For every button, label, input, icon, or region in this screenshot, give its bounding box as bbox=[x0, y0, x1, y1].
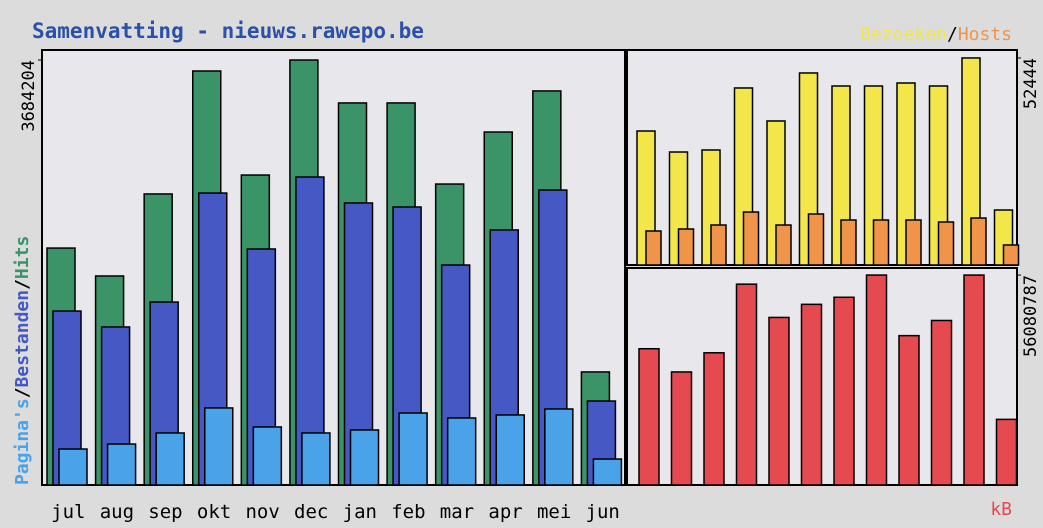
bar bbox=[252, 426, 283, 486]
bar bbox=[807, 213, 825, 266]
bar bbox=[905, 219, 922, 266]
legend: Pagina's/Bestanden/Hits bbox=[12, 236, 33, 485]
bar bbox=[995, 418, 1018, 486]
bar bbox=[592, 458, 623, 486]
x-tick-label: mei bbox=[537, 501, 571, 523]
bar bbox=[645, 230, 662, 266]
bar bbox=[638, 347, 660, 486]
bar bbox=[703, 352, 725, 486]
x-tick-label: sep bbox=[148, 501, 182, 523]
bar bbox=[970, 217, 987, 266]
x-tick-label: jun bbox=[586, 501, 620, 523]
x-tick-label: apr bbox=[488, 501, 522, 523]
x-tick-label: feb bbox=[391, 501, 425, 523]
x-tick-label: aug bbox=[100, 501, 134, 523]
x-tick-label: nov bbox=[245, 501, 279, 523]
bar bbox=[898, 334, 920, 486]
y-tick-label: 56080787 bbox=[1021, 275, 1041, 357]
legend-separator: / bbox=[12, 387, 33, 398]
bar bbox=[872, 219, 890, 266]
bar bbox=[301, 432, 331, 486]
bar bbox=[495, 414, 525, 486]
bar bbox=[742, 211, 760, 266]
bar bbox=[544, 408, 574, 486]
bar bbox=[865, 274, 888, 486]
bar bbox=[446, 417, 477, 486]
bar bbox=[963, 274, 985, 486]
plot-area bbox=[41, 49, 626, 486]
legend-entry: Hits bbox=[12, 236, 33, 279]
legend-separator: / bbox=[947, 24, 958, 45]
bar bbox=[937, 221, 955, 266]
legend-entry: Bezoeken bbox=[860, 24, 947, 45]
chart-title: Samenvatting - nieuws.rawepo.be bbox=[32, 19, 424, 43]
legend-separator: / bbox=[12, 279, 33, 290]
legend-entry: Pagina's bbox=[12, 398, 33, 485]
bar bbox=[670, 371, 693, 486]
bar bbox=[800, 303, 823, 486]
x-tick-label: jul bbox=[51, 501, 85, 523]
bar bbox=[58, 448, 88, 486]
bar bbox=[833, 296, 855, 486]
bar bbox=[1002, 244, 1020, 266]
legend-entry: Hosts bbox=[958, 24, 1012, 45]
bar bbox=[398, 412, 428, 486]
bar bbox=[349, 429, 380, 486]
bar bbox=[775, 224, 792, 266]
legend-entry: Bestanden bbox=[12, 290, 33, 388]
x-tick-label: jan bbox=[343, 501, 377, 523]
legend: Bezoeken/Hosts bbox=[860, 24, 1012, 45]
bar bbox=[735, 283, 758, 486]
bar bbox=[204, 407, 234, 486]
x-tick-label: okt bbox=[197, 501, 231, 523]
bar bbox=[710, 224, 727, 266]
x-tick-label: dec bbox=[294, 501, 328, 523]
bar bbox=[677, 228, 695, 266]
legend-entry: kB bbox=[990, 499, 1012, 520]
bar bbox=[106, 443, 137, 486]
bar bbox=[840, 219, 857, 266]
y-tick-label: 52444 bbox=[1021, 58, 1041, 109]
bar bbox=[768, 316, 790, 486]
x-tick-label: mar bbox=[440, 501, 474, 523]
y-tick-label: 3684204 bbox=[19, 60, 39, 132]
bar bbox=[930, 319, 953, 486]
bar bbox=[155, 432, 185, 486]
